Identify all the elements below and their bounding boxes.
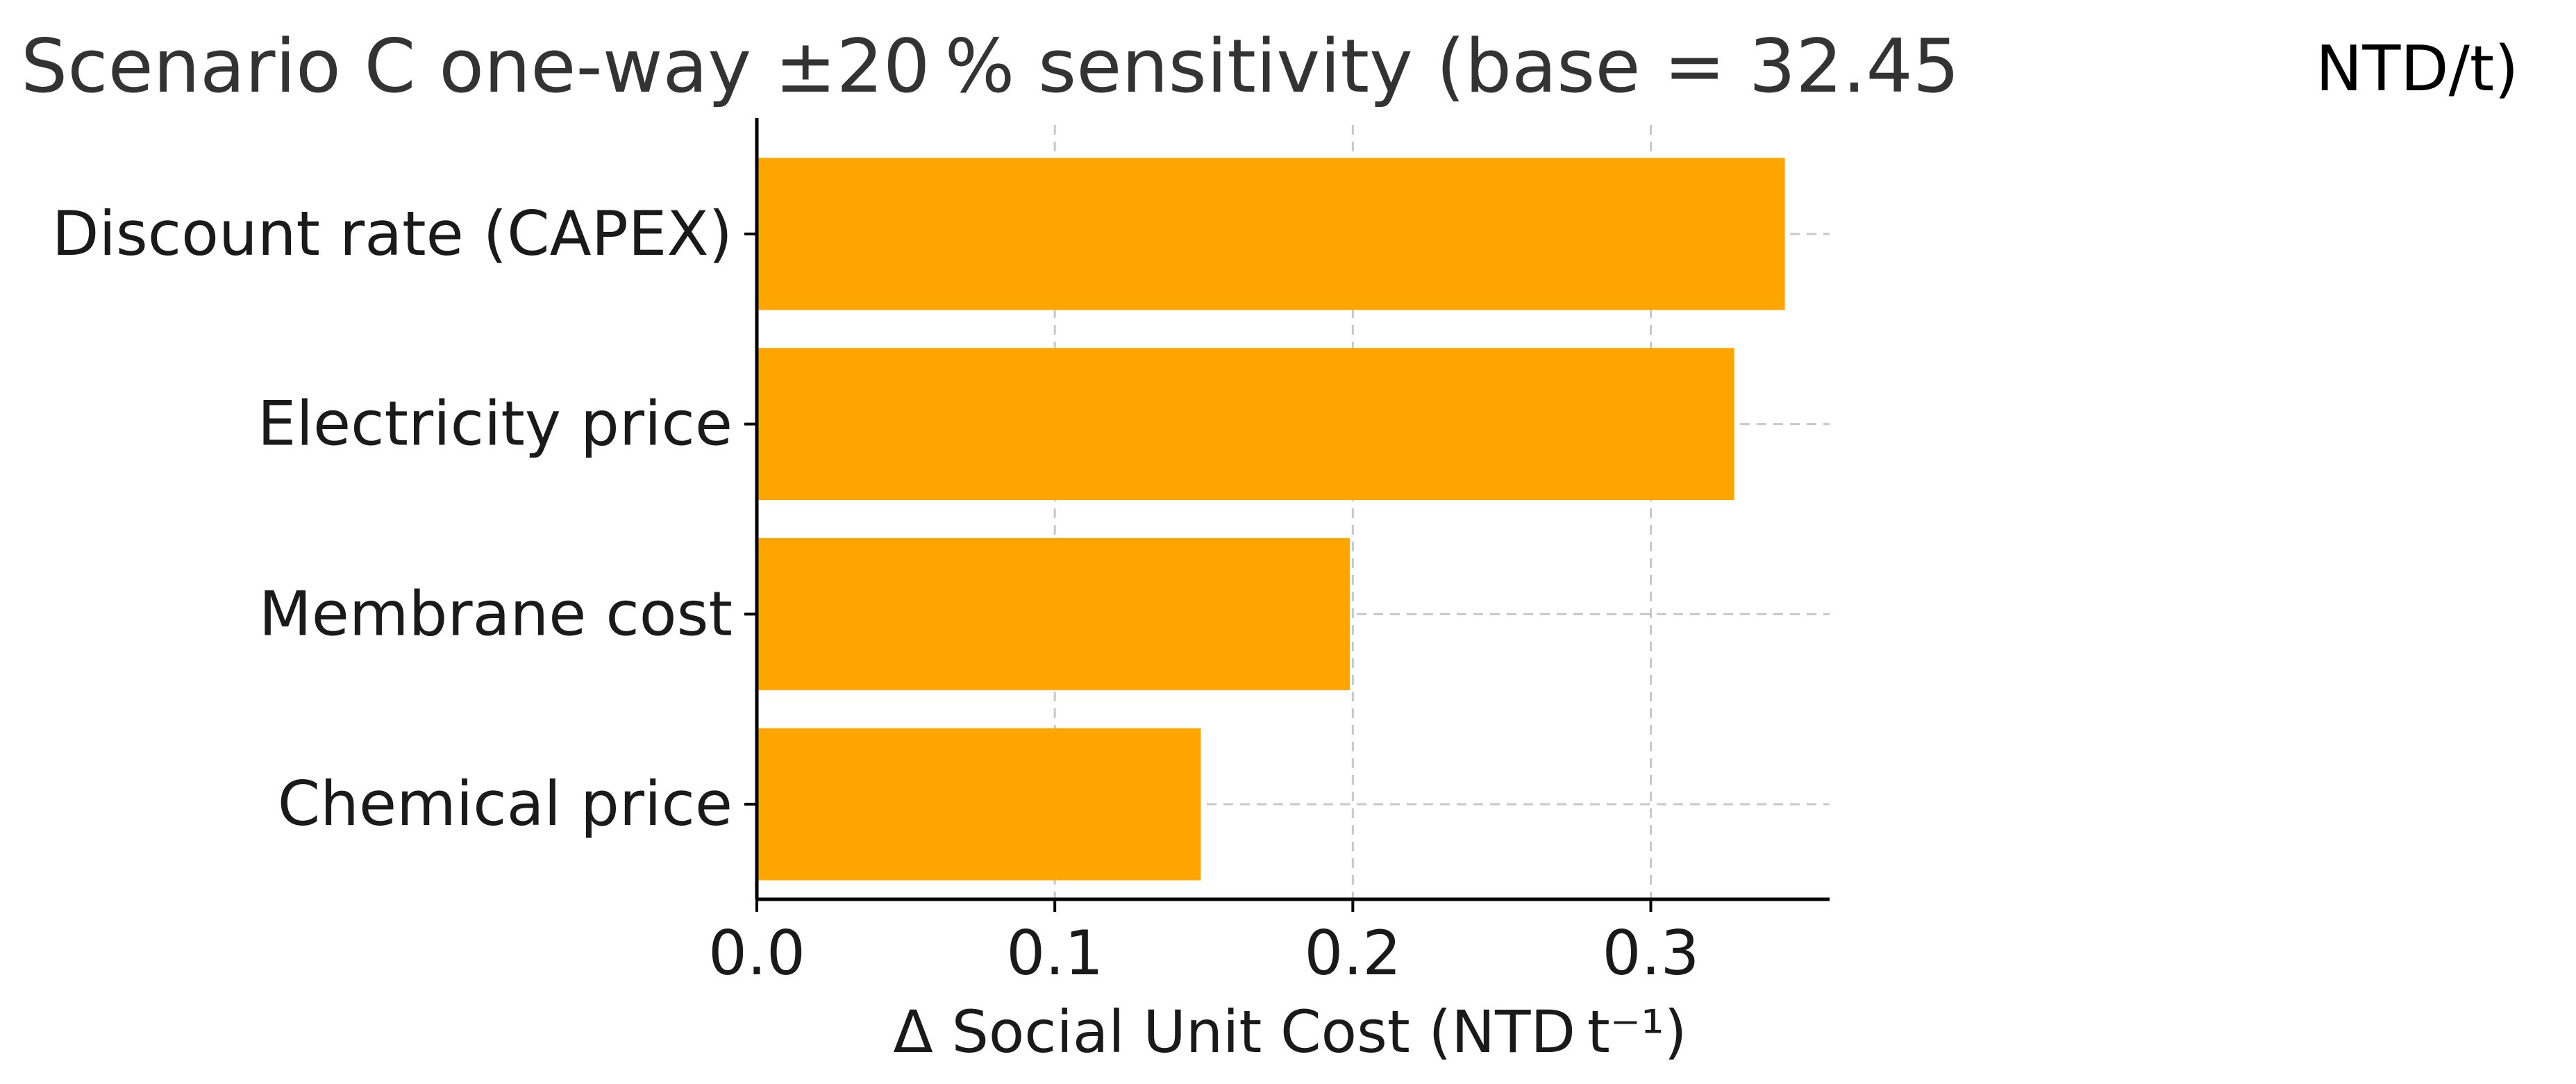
bar-2 <box>757 348 1734 501</box>
y-tick-labels: Discount rate (CAPEX) Electricity price Me… <box>52 198 733 840</box>
x-axis-label: Δ Social Unit Cost (NTD t⁻¹) <box>893 998 1687 1066</box>
x-tick-label-2: 0.2 <box>1304 917 1401 989</box>
bars <box>757 158 1785 881</box>
x-tick-label-1: 0.1 <box>1006 917 1103 989</box>
y-tick-label-4: Chemical price <box>278 768 733 840</box>
axes <box>744 118 1830 912</box>
bar-4 <box>757 728 1201 881</box>
x-tick-label-3: 0.3 <box>1603 917 1700 989</box>
bar-1 <box>757 158 1785 310</box>
y-tick-label-2: Electricity price <box>258 388 733 460</box>
chart-title-unit: NTD/t) <box>2316 33 2518 106</box>
x-tick-labels: 0.0 0.1 0.2 0.3 <box>708 917 1699 989</box>
x-tick-label-0: 0.0 <box>708 917 805 989</box>
chart-title: Scenario C one-way ±20 % sensitivity (ba… <box>21 24 1959 109</box>
y-tick-label-3: Membrane cost <box>259 578 733 649</box>
bar-3 <box>757 537 1350 690</box>
y-tick-label-1: Discount rate (CAPEX) <box>52 198 733 269</box>
